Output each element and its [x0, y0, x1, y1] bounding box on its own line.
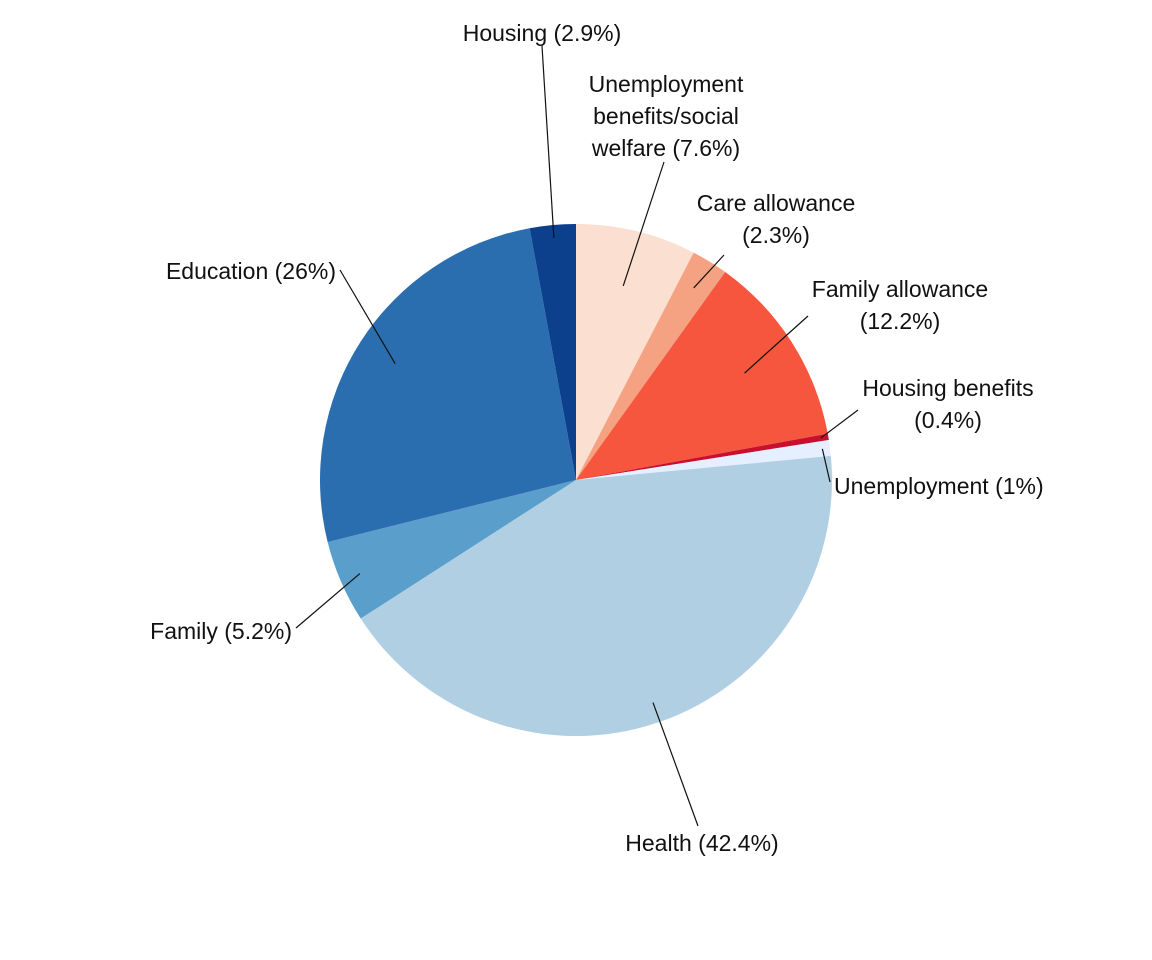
slice-label-unemployment: Unemployment (1%): [834, 473, 1044, 499]
slice-label-line: benefits/social: [593, 103, 739, 129]
slice-label-unemployment-benefits-social-welfare: Unemployment benefits/social welfare (7.6%…: [589, 71, 744, 161]
slice-label-line: (0.4%): [914, 407, 982, 433]
slice-label-family-allowance: Family allowance (12.2%): [812, 276, 988, 334]
leader-line-housing-benefits: [820, 409, 859, 439]
slice-label-line: Unemployment (1%): [834, 473, 1044, 499]
leader-line-housing: [541, 45, 555, 238]
pie-slice-housing-benefits: [576, 433, 829, 480]
slice-label-line: Housing benefits: [862, 375, 1033, 401]
slice-label-line: welfare (7.6%): [591, 135, 740, 161]
leader-line-family: [295, 573, 361, 629]
slice-label-line: Education (26%): [166, 258, 336, 284]
pie-slice-care-allowance: [576, 252, 726, 480]
slice-label-line: Unemployment: [589, 71, 744, 97]
slice-label-care-allowance: Care allowance (2.3%): [697, 190, 856, 248]
pie-slice-unemployment-benefits-social-welfare: [576, 224, 694, 480]
pie-slice-family-allowance: [576, 271, 828, 480]
slice-label-line: Family (5.2%): [150, 618, 292, 644]
pie-slice-housing: [529, 224, 576, 480]
pie-slice-unemployment: [576, 439, 831, 480]
slice-label-line: Housing (2.9%): [463, 20, 622, 46]
slice-label-line: (12.2%): [860, 308, 941, 334]
leader-lines: [295, 45, 859, 827]
pie-slice-family: [327, 480, 576, 619]
slice-label-health: Health (42.4%): [625, 830, 778, 856]
leader-line-education: [339, 269, 396, 364]
leader-line-care-allowance: [693, 254, 725, 289]
slice-label-housing: Housing (2.9%): [463, 20, 622, 46]
slice-label-line: Health (42.4%): [625, 830, 778, 856]
leader-line-family-allowance: [744, 315, 809, 374]
slice-label-education: Education (26%): [166, 258, 336, 284]
slice-label-housing-benefits: Housing benefits (0.4%): [862, 375, 1033, 433]
pie-slice-health: [360, 455, 832, 736]
leader-line-unemployment-benefits-social-welfare: [622, 161, 665, 287]
leader-line-unemployment: [821, 448, 831, 483]
pie-slices: [320, 224, 832, 736]
slice-labels: Unemployment benefits/social welfare (7.6%…: [150, 20, 1044, 856]
leader-line-health: [652, 702, 699, 827]
slice-label-line: Family allowance: [812, 276, 988, 302]
slice-label-line: Care allowance: [697, 190, 856, 216]
slice-label-family: Family (5.2%): [150, 618, 292, 644]
slice-label-line: (2.3%): [742, 222, 810, 248]
pie-slice-education: [320, 228, 576, 543]
